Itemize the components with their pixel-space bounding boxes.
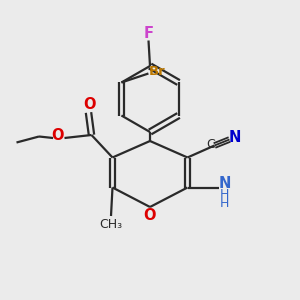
Text: O: O <box>144 208 156 223</box>
Text: Br: Br <box>148 65 165 79</box>
Text: H: H <box>220 196 229 210</box>
Text: H: H <box>220 188 229 201</box>
Text: C: C <box>206 138 215 151</box>
Text: O: O <box>52 128 64 143</box>
Text: CH₃: CH₃ <box>99 218 123 231</box>
Text: F: F <box>143 26 154 40</box>
Text: N: N <box>218 176 231 191</box>
Text: O: O <box>83 97 95 112</box>
Text: N: N <box>229 130 241 145</box>
